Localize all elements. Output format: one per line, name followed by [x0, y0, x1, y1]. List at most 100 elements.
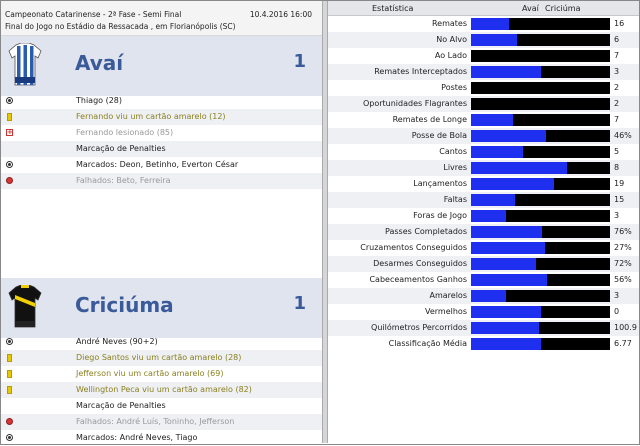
stat-row: Lançamentos2819 [328, 176, 639, 192]
stat-away-value: 19 [614, 179, 625, 188]
stat-home-fill [471, 178, 555, 190]
stat-row: Cantos35 [328, 144, 639, 160]
event-text: Fernando viu um cartão amarelo (12) [76, 112, 226, 121]
blank-icon [6, 145, 13, 153]
stats-header: Estatística Avaí Criciúma [328, 1, 639, 16]
stat-away-value: 3 [614, 211, 620, 220]
stat-label: Remates [431, 19, 467, 28]
panel-splitter[interactable] [322, 1, 328, 443]
stat-away-value: 72% [614, 259, 632, 268]
stat-home-fill [471, 18, 509, 30]
stat-label: Faltas [443, 195, 467, 204]
stat-row: Remates Interceptados33 [328, 64, 639, 80]
stat-home-fill [471, 114, 513, 126]
stat-label: Desarmes Conseguidos [373, 259, 467, 268]
stat-comparison-bar [471, 306, 610, 318]
stat-comparison-bar [471, 98, 610, 110]
stat-home-fill [471, 146, 524, 158]
stat-comparison-bar [471, 162, 610, 174]
stat-row: Faltas715 [328, 192, 639, 208]
yellow-card-icon [7, 354, 12, 362]
stat-row: Remates616 [328, 16, 639, 32]
ball-icon [6, 161, 13, 168]
stat-row: Postes02 [328, 80, 639, 96]
injury-icon: + [6, 128, 13, 136]
stat-comparison-bar [471, 34, 610, 46]
stat-away-value: 7 [614, 51, 620, 60]
stat-home-fill [471, 130, 547, 142]
stat-away-value: 6.77 [614, 339, 632, 348]
stat-comparison-bar [471, 274, 610, 286]
ball-icon [6, 338, 13, 345]
stat-away-value: 7 [614, 115, 620, 124]
stat-away-value: 3 [614, 291, 620, 300]
stat-label: Posse de Bola [411, 131, 467, 140]
home-team-score: 1 [293, 51, 306, 72]
stat-row: Remates de Longe37 [328, 112, 639, 128]
event-row: Diego Santos viu um cartão amarelo (28) [1, 350, 322, 366]
stat-home-fill [471, 226, 542, 238]
stat-away-value: 0 [614, 307, 620, 316]
stat-label: Oportunidades Flagrantes [362, 99, 467, 108]
stat-home-fill [471, 290, 506, 302]
stat-away-value: 56% [614, 275, 632, 284]
stats-header-away: Criciúma [545, 4, 581, 13]
stat-home-fill [471, 274, 548, 286]
stat-label: Amarelos [429, 291, 468, 300]
stat-home-fill [471, 242, 545, 254]
stat-home-fill [471, 210, 506, 222]
stat-away-value: 16 [614, 19, 625, 28]
stat-home-fill [471, 306, 541, 318]
stat-comparison-bar [471, 18, 610, 30]
stat-comparison-bar [471, 66, 610, 78]
event-row: Marcação de Penalties [1, 398, 322, 414]
stat-label: Ao Lado [434, 51, 467, 60]
stat-away-value: 6 [614, 35, 620, 44]
event-row: Fernando viu um cartão amarelo (12) [1, 109, 322, 125]
stat-row: Foras de Jogo13 [328, 208, 639, 224]
event-text: Falhados: André Luís, Toninho, Jefferson [76, 417, 235, 426]
away-team-score: 1 [293, 293, 306, 314]
match-header: Campeonato Catarinense - 2ª Fase - Semi … [1, 1, 322, 36]
stat-row: Desarmes Conseguidos64%72% [328, 256, 639, 272]
match-events-panel: Campeonato Catarinense - 2ª Fase - Semi … [1, 1, 322, 443]
stat-away-value: 27% [614, 243, 632, 252]
event-text: Diego Santos viu um cartão amarelo (28) [76, 353, 242, 362]
event-row: Marcação de Penalties [1, 141, 322, 157]
stat-row: Oportunidades Flagrantes02 [328, 96, 639, 112]
stat-label: Lançamentos [413, 179, 467, 188]
stat-comparison-bar [471, 130, 610, 142]
event-text: Falhados: Beto, Ferreira [76, 176, 171, 185]
home-kit-icon [8, 43, 42, 86]
stat-label: Remates de Longe [392, 115, 467, 124]
stat-away-value: 3 [614, 67, 620, 76]
match-stats-panel: Estatística Avaí Criciúma Remates616No A… [328, 1, 639, 443]
stat-home-fill [471, 162, 567, 174]
stat-row: Livres188 [328, 160, 639, 176]
stat-label: Postes [441, 83, 467, 92]
event-text: André Neves (90+2) [76, 337, 158, 346]
home-team-header[interactable]: Avaí 1 [1, 36, 322, 96]
stat-comparison-bar [471, 194, 610, 206]
competition-label: Campeonato Catarinense - 2ª Fase - Semi … [5, 10, 182, 19]
stat-away-value: 2 [614, 83, 620, 92]
stat-row: Passes Completados78%76% [328, 224, 639, 240]
event-text: Wellington Peca viu um cartão amarelo (8… [76, 385, 252, 394]
stat-comparison-bar [471, 178, 610, 190]
event-text: Marcação de Penalties [76, 401, 166, 410]
blank-icon [6, 402, 13, 410]
event-row: Wellington Peca viu um cartão amarelo (8… [1, 382, 322, 398]
stat-home-fill [471, 338, 541, 350]
event-text: Marcados: Deon, Betinho, Everton César [76, 160, 239, 169]
event-row: Falhados: André Luís, Toninho, Jefferson [1, 414, 322, 430]
event-text: Marcados: André Neves, Tiago [76, 433, 198, 442]
stats-header-label: Estatística [372, 4, 414, 13]
yellow-card-icon [7, 113, 12, 121]
away-kit-icon [8, 285, 42, 328]
yellow-card-icon [7, 370, 12, 378]
away-team-header[interactable]: Criciúma 1 [1, 278, 322, 338]
stat-row: Cruzamentos Conseguidos30%27% [328, 240, 639, 256]
event-text: Fernando lesionado (85) [76, 128, 174, 137]
event-text: Thiago (28) [76, 96, 123, 105]
